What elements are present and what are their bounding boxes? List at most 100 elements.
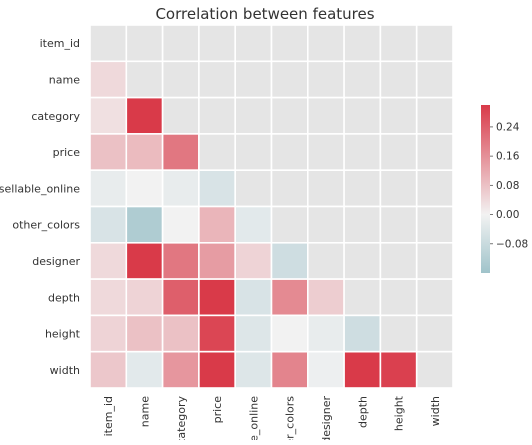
heatmap-cell-depth-category [161, 278, 200, 317]
row-label-other_colors: other_colors [12, 219, 80, 232]
column-label-item_id: item_id [102, 396, 115, 436]
masked-cell-price-price [198, 133, 236, 171]
masked-cell-name-category [161, 60, 200, 99]
masked-cell-category-other_colors [270, 96, 309, 135]
masked-cell-category-price [198, 96, 236, 135]
masked-cell-item_id-name [125, 24, 164, 63]
heatmap-cell-other_colors-sellable_online [234, 205, 273, 244]
masked-cell-item_id-width [415, 24, 454, 63]
masked-cell-sellable_online-width [415, 169, 454, 208]
heatmap-cell-category-item_id [89, 96, 128, 135]
masked-cell-other_colors-designer [306, 205, 345, 244]
heatmap-cell-depth-sellable_online [234, 278, 273, 317]
masked-cell-height-width [415, 314, 454, 353]
heatmap-cell-depth-price [198, 278, 236, 317]
heatmap-cell-height-other_colors [270, 314, 309, 353]
colorbar-tick-label: 0.08 [496, 180, 519, 192]
heatmap-cell-designer-name [125, 242, 164, 280]
row-label-category: category [31, 110, 80, 123]
masked-cell-sellable_online-depth [343, 169, 382, 208]
colorbar-tick-label: 0.16 [496, 151, 520, 163]
heatmap-cell-designer-item_id [89, 242, 128, 280]
heatmap-cell-width-sellable_online [234, 350, 273, 389]
masked-cell-price-width [415, 133, 454, 171]
chart-title: Correlation between features [155, 5, 374, 23]
heatmap-cell-sellable_online-name [125, 169, 164, 208]
colorbar: −0.08 0.00 0.08 0.16 0.24 [481, 105, 528, 273]
heatmap-cell-price-item_id [89, 133, 128, 171]
row-label-designer: designer [32, 255, 80, 268]
masked-cell-name-designer [306, 60, 345, 99]
column-label-sellable_online: sellable_online [247, 396, 260, 440]
heatmap-cell-sellable_online-item_id [89, 169, 128, 208]
heatmap-cell-width-item_id [89, 350, 128, 389]
masked-cell-other_colors-height [379, 205, 418, 244]
heatmap-cell-height-sellable_online [234, 314, 273, 353]
masked-cell-price-sellable_online [234, 133, 273, 171]
masked-cell-name-depth [343, 60, 382, 99]
masked-cell-price-other_colors [270, 133, 309, 171]
column-label-height: height [393, 395, 406, 431]
column-label-designer: designer [320, 396, 333, 440]
masked-cell-category-depth [343, 96, 382, 135]
heatmap-cell-width-height [379, 350, 418, 389]
heatmap-cell-other_colors-item_id [89, 205, 128, 244]
heatmap-cell-height-category [161, 314, 200, 353]
heatmap-cell-price-category [161, 133, 200, 171]
masked-cell-name-height [379, 60, 418, 99]
heatmap-cell-designer-category [161, 242, 200, 280]
heatmap-cell-width-designer [306, 350, 345, 389]
masked-cell-item_id-category [161, 24, 200, 63]
masked-cell-width-width [415, 350, 454, 389]
masked-cell-name-price [198, 60, 236, 99]
column-label-width: width [429, 396, 442, 426]
heatmap-cell-sellable_online-category [161, 169, 200, 208]
heatmap-cell-designer-other_colors [270, 242, 309, 280]
masked-cell-other_colors-width [415, 205, 454, 244]
column-label-name: name [138, 396, 151, 427]
masked-cell-name-name [125, 60, 164, 99]
masked-cell-depth-width [415, 278, 454, 317]
masked-cell-item_id-price [198, 24, 236, 63]
masked-cell-depth-depth [343, 278, 382, 317]
heatmap-cell-designer-sellable_online [234, 242, 273, 280]
masked-cell-sellable_online-height [379, 169, 418, 208]
masked-cell-item_id-sellable_online [234, 24, 273, 63]
heatmap-cell-depth-designer [306, 278, 345, 317]
masked-cell-category-height [379, 96, 418, 135]
heatmap-cell-sellable_online-price [198, 169, 236, 208]
masked-cell-designer-designer [306, 242, 345, 280]
masked-cell-name-other_colors [270, 60, 309, 99]
heatmap-cell-width-other_colors [270, 350, 309, 389]
masked-cell-sellable_online-other_colors [270, 169, 309, 208]
masked-cell-price-depth [343, 133, 382, 171]
column-label-price: price [211, 396, 224, 424]
column-label-other_colors: other_colors [284, 396, 297, 440]
masked-cell-price-height [379, 133, 418, 171]
colorbar-gradient [481, 105, 490, 273]
colorbar-tick-label: 0.24 [496, 121, 520, 133]
masked-cell-designer-depth [343, 242, 382, 280]
heatmap-cell-height-price [198, 314, 236, 353]
masked-cell-other_colors-depth [343, 205, 382, 244]
heatmap-cells [89, 24, 454, 389]
heatmap-cell-price-name [125, 133, 164, 171]
row-label-price: price [53, 146, 81, 159]
masked-cell-name-width [415, 60, 454, 99]
masked-cell-item_id-height [379, 24, 418, 63]
masked-cell-name-sellable_online [234, 60, 273, 99]
column-label-category: category [175, 396, 188, 440]
heatmap-cell-other_colors-name [125, 205, 164, 244]
masked-cell-item_id-depth [343, 24, 382, 63]
heatmap-cell-depth-other_colors [270, 278, 309, 317]
heatmap-cell-width-price [198, 350, 236, 389]
masked-cell-sellable_online-sellable_online [234, 169, 273, 208]
heatmap-cell-height-depth [343, 314, 382, 353]
masked-cell-sellable_online-designer [306, 169, 345, 208]
column-labels: item_id name category price sellable_online o… [102, 395, 442, 445]
colorbar-tick-label: 0.00 [496, 209, 519, 221]
row-label-name: name [49, 73, 80, 86]
row-label-sellable_online: sellable_online [0, 182, 80, 195]
